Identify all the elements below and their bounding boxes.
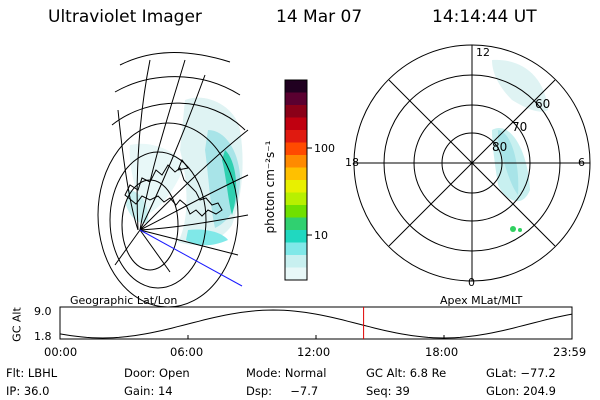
colorbar-band bbox=[285, 230, 307, 243]
info-dsp: Dsp: −7.7 bbox=[246, 384, 319, 398]
colorbar-band bbox=[285, 130, 307, 143]
colorbar-frame bbox=[284, 79, 308, 281]
colorbar-band bbox=[285, 255, 307, 268]
colorbar-tick-label-100: 100 bbox=[314, 142, 335, 155]
info-flt: Flt: LBHL bbox=[6, 366, 58, 380]
info-mode: Mode: Normal bbox=[246, 366, 327, 380]
date-label: 14 Mar 07 bbox=[276, 7, 363, 27]
colorbar-band bbox=[285, 267, 307, 281]
colorbar-unit-label: photon cm⁻²s⁻¹ bbox=[263, 140, 277, 234]
xtick-4: 23:59 bbox=[553, 345, 587, 359]
info-glat: GLat: −77.2 bbox=[486, 366, 556, 380]
colorbar-band bbox=[285, 180, 307, 193]
colorbar bbox=[285, 80, 307, 281]
altitude-ytick-bottom: 1.8 bbox=[34, 330, 52, 343]
xtick-3: 18:00 bbox=[425, 345, 459, 359]
instrument-title: Ultraviolet Imager bbox=[48, 7, 202, 27]
colorbar-band bbox=[285, 242, 307, 256]
colorbar-band bbox=[285, 105, 307, 118]
colorbar-band bbox=[285, 80, 307, 93]
info-gain: Gain: 14 bbox=[124, 384, 173, 398]
colorbar-band bbox=[285, 217, 307, 231]
time-label: 14:14:44 UT bbox=[432, 7, 537, 27]
xtick-2: 12:00 bbox=[297, 345, 331, 359]
colorbar-band bbox=[285, 117, 307, 131]
mlt-label-6: 6 bbox=[578, 156, 585, 169]
mlt-label-0: 0 bbox=[468, 276, 475, 289]
mlt-label-18: 18 bbox=[345, 156, 359, 169]
polar-plot-label: Apex MLat/MLT bbox=[440, 294, 523, 307]
xtick-1: 06:00 bbox=[170, 345, 204, 359]
lat-label-70: 70 bbox=[512, 120, 528, 134]
polar-plot bbox=[353, 44, 591, 282]
info-ip: IP: 36.0 bbox=[6, 384, 50, 398]
colorbar-band bbox=[285, 205, 307, 218]
info-seq: Seq: 39 bbox=[366, 384, 410, 398]
geographic-map bbox=[97, 52, 249, 308]
altitude-plot bbox=[59, 306, 573, 340]
colorbar-band bbox=[285, 167, 307, 181]
altitude-ylabel: GC Alt bbox=[10, 307, 24, 342]
info-gc-alt: GC Alt: 6.8 Re bbox=[366, 366, 447, 380]
altitude-ytick-top: 9.0 bbox=[34, 305, 52, 318]
xtick-0: 00:00 bbox=[44, 345, 78, 359]
lat-label-60: 60 bbox=[535, 97, 551, 111]
geographic-map-label: Geographic Lat/Lon bbox=[70, 294, 178, 307]
colorbar-band bbox=[285, 92, 307, 106]
info-glon: GLon: 204.9 bbox=[486, 384, 556, 398]
lat-label-80: 80 bbox=[492, 140, 508, 154]
info-door: Door: Open bbox=[124, 366, 190, 380]
mlt-label-12: 12 bbox=[476, 46, 490, 59]
colorbar-tick-label-10: 10 bbox=[314, 229, 328, 242]
colorbar-band bbox=[285, 155, 307, 168]
colorbar-band bbox=[285, 192, 307, 206]
colorbar-band bbox=[285, 142, 307, 156]
